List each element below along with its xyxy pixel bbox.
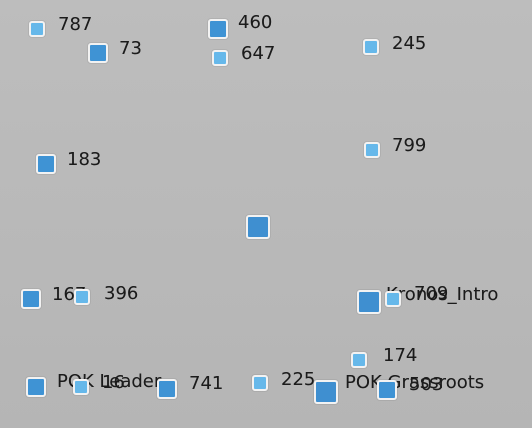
graph-node-396[interactable] xyxy=(74,289,90,305)
graph-node-kronos-intro[interactable] xyxy=(357,290,381,314)
graph-node-460[interactable] xyxy=(208,19,228,39)
graph-node-label: 799 xyxy=(392,135,427,156)
graph-node-label: 709 xyxy=(414,283,449,304)
graph-node-label: 73 xyxy=(119,38,142,59)
graph-node-741[interactable] xyxy=(157,379,177,399)
graph-node-label: 174 xyxy=(383,345,418,366)
graph-node-label: POK Grassroots xyxy=(345,372,485,393)
graph-node-225[interactable] xyxy=(252,375,268,391)
graph-node-799[interactable] xyxy=(364,142,380,158)
graph-node-pok-grassroots[interactable] xyxy=(314,380,338,404)
graph-node-73[interactable] xyxy=(88,43,108,63)
graph-node-label: 647 xyxy=(241,43,276,64)
graph-node-center[interactable] xyxy=(246,215,270,239)
graph-node-label: 225 xyxy=(281,369,316,390)
graph-node-787[interactable] xyxy=(29,21,45,37)
graph-node-174[interactable] xyxy=(351,352,367,368)
graph-node-label: 396 xyxy=(104,283,139,304)
graph-node-167[interactable] xyxy=(21,289,41,309)
graph-node-16[interactable] xyxy=(73,379,89,395)
graph-node-503[interactable] xyxy=(377,380,397,400)
graph-node-pok-leader[interactable] xyxy=(26,377,46,397)
graph-node-647[interactable] xyxy=(212,50,228,66)
graph-node-label: 16 xyxy=(102,372,125,393)
graph-node-709[interactable] xyxy=(385,291,401,307)
graph-node-label: 503 xyxy=(409,374,444,395)
graph-node-label: 787 xyxy=(58,14,93,35)
graph-node-245[interactable] xyxy=(363,39,379,55)
graph-node-label: 183 xyxy=(67,149,102,170)
graph-node-label: Kronos_Intro xyxy=(386,284,499,305)
graph-node-label: 741 xyxy=(189,373,224,394)
graph-node-label: 245 xyxy=(392,33,427,54)
graph-node-label: 460 xyxy=(238,12,273,33)
graph-node-183[interactable] xyxy=(36,154,56,174)
